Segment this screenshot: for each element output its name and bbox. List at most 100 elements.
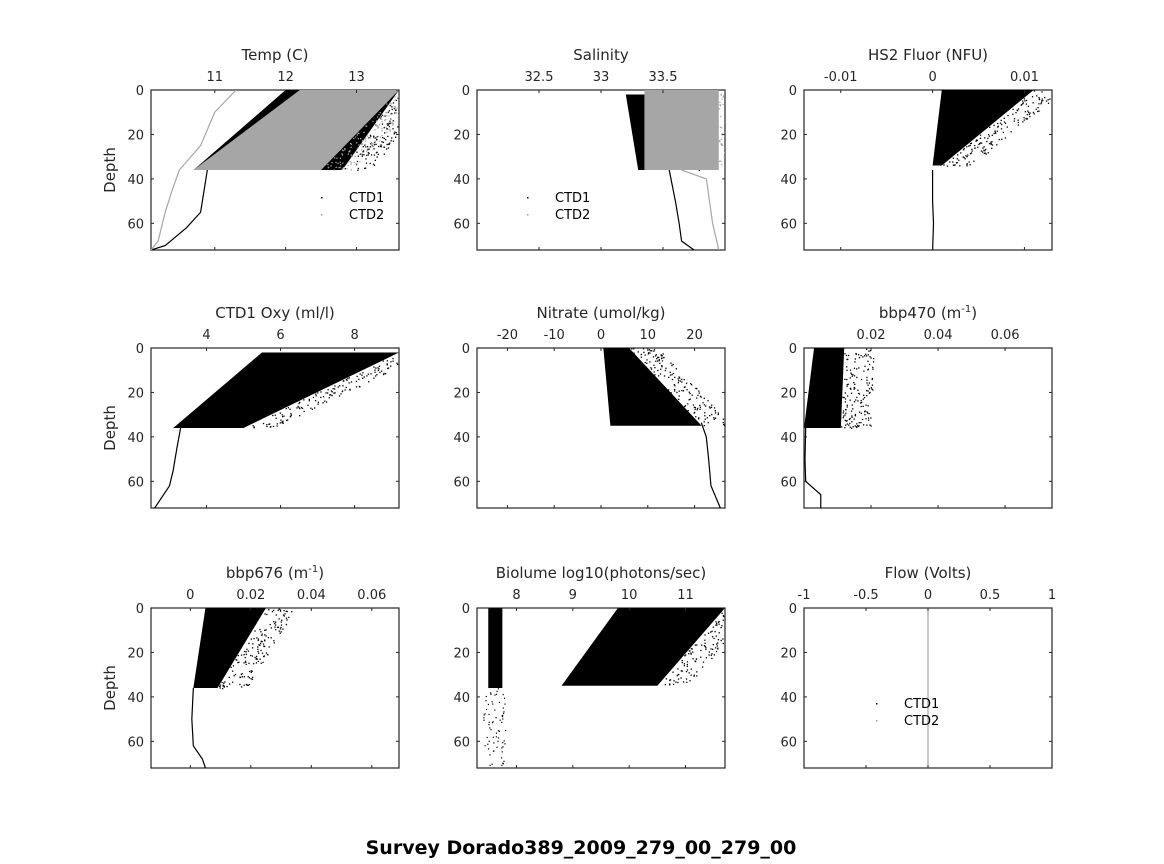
data-point [404, 122, 405, 123]
data-point [1038, 98, 1041, 101]
data-point [861, 418, 864, 421]
data-point [259, 658, 261, 660]
data-point [342, 385, 344, 387]
data-point [744, 134, 745, 135]
data-point [995, 132, 997, 134]
data-point [694, 407, 696, 409]
data-point [963, 156, 965, 159]
data-point [700, 422, 703, 424]
data-point [860, 401, 863, 404]
data-point [695, 658, 698, 660]
data-point [333, 388, 336, 390]
data-point [266, 424, 268, 426]
data-point [297, 405, 299, 408]
data-point [739, 166, 740, 167]
data-point [390, 103, 393, 105]
data-point [736, 125, 737, 126]
data-point [1006, 126, 1008, 128]
data-point [990, 143, 992, 146]
data-point [312, 396, 315, 399]
data-point [988, 142, 991, 145]
data-point [747, 611, 748, 612]
data-point [738, 133, 739, 134]
data-point [405, 95, 406, 96]
data-point [415, 104, 416, 105]
data-point [268, 423, 270, 425]
data-point [851, 375, 853, 377]
data-point [250, 678, 252, 680]
data-point [391, 106, 393, 108]
data-point [395, 109, 397, 111]
data-point [1013, 120, 1016, 122]
data-point [496, 690, 498, 692]
data-point [496, 746, 498, 749]
data-point [726, 164, 727, 165]
data-point [732, 622, 733, 623]
data-point [373, 366, 375, 368]
data-point [719, 141, 721, 143]
data-point [688, 399, 690, 401]
data-point [977, 146, 979, 149]
data-point [376, 151, 378, 153]
data-point [322, 395, 325, 398]
data-point [688, 653, 690, 655]
data-point [259, 644, 261, 646]
data-point [339, 161, 341, 164]
data-point [329, 394, 331, 396]
data-point [278, 630, 280, 632]
data-point [261, 652, 264, 654]
data-point [711, 653, 713, 655]
data-point [259, 642, 262, 645]
data-point [426, 93, 427, 94]
data-point [742, 120, 743, 121]
data-point [843, 396, 845, 399]
data-point [379, 136, 382, 139]
data-point [954, 164, 956, 166]
data-point [382, 141, 385, 144]
data-point [713, 417, 715, 419]
data-point [863, 355, 866, 357]
data-point [410, 357, 411, 358]
data-point [271, 610, 274, 613]
data-point [868, 350, 870, 352]
data-point [299, 407, 301, 410]
y-tick-label: 0 [136, 84, 144, 99]
data-point [853, 401, 856, 403]
y-tick-label: 20 [453, 386, 470, 401]
data-point [245, 651, 247, 653]
data-point [856, 376, 858, 379]
data-point [328, 397, 330, 399]
data-point [233, 675, 235, 677]
data-point [386, 364, 388, 366]
data-point [307, 404, 309, 406]
data-point [245, 683, 248, 686]
data-point [381, 141, 383, 143]
data-point [296, 407, 298, 409]
data-point [710, 654, 712, 656]
data-point [401, 94, 402, 95]
data-point [388, 122, 390, 125]
data-point [342, 149, 344, 152]
data-point [375, 120, 378, 122]
legend-marker [527, 214, 529, 216]
data-point [724, 91, 725, 93]
data-point [842, 410, 845, 412]
data-column [488, 608, 503, 688]
data-point [1027, 105, 1030, 108]
x-tick-label: 10 [621, 588, 638, 603]
data-point [741, 140, 742, 141]
data-point [717, 413, 719, 416]
data-point [364, 167, 367, 169]
y-tick-label: 40 [780, 173, 797, 188]
data-point [495, 717, 497, 719]
data-point [982, 151, 984, 153]
data-point [405, 105, 406, 106]
data-point [737, 133, 738, 134]
data-point [987, 152, 989, 154]
data-point [854, 358, 857, 360]
data-point [642, 348, 645, 350]
data-point [388, 125, 391, 128]
data-band [932, 90, 1034, 166]
data-point [717, 642, 719, 644]
data-point [397, 363, 399, 366]
